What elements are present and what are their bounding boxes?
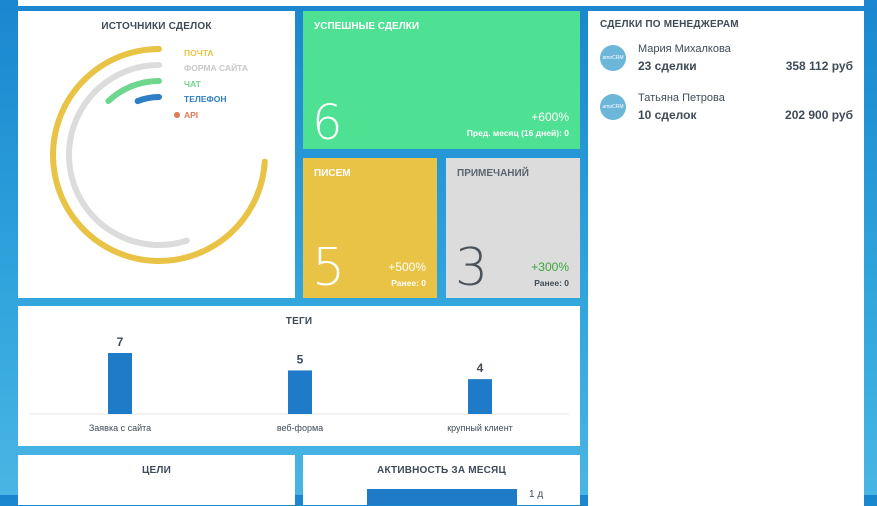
legend-label: API (184, 109, 199, 120)
goals-title: ЦЕЛИ (142, 465, 171, 476)
top-strip (18, 0, 864, 6)
legend-label: ФОРМА САЙТА (184, 63, 248, 74)
legend-marker (174, 111, 180, 118)
bar-value-label: 7 (117, 335, 124, 349)
notes-change: +300% (531, 260, 569, 274)
successful-deals-title: УСПЕШНЫЕ СДЕЛКИ (314, 21, 419, 32)
letters-previous: Ранее: 0 (391, 278, 426, 288)
deal-sources-title: ИСТОЧНИКИ СДЕЛОК (101, 21, 212, 32)
legend-label: ТЕЛЕФОН (184, 94, 227, 105)
bar-group[interactable]: 7 Заявка с сайта (89, 335, 151, 433)
legend-item: ПОЧТА (174, 45, 248, 61)
bar-group[interactable]: 5 веб-форма (277, 352, 323, 433)
deal-sources-rings (50, 46, 268, 264)
bar-category-label: веб-форма (277, 423, 323, 433)
manager-name: Татьяна Петрова (638, 92, 725, 104)
notes-previous: Ранее: 0 (534, 278, 569, 288)
legend-item: ЧАТ (174, 76, 248, 92)
tag-bar[interactable] (108, 353, 132, 414)
source-arc (66, 62, 190, 248)
manager-name: Мария Михалкова (638, 43, 731, 55)
tag-bar[interactable] (468, 379, 492, 414)
manager-deal-count: 10 сделок (638, 108, 697, 122)
deal-sources-card: ИСТОЧНИКИ СДЕЛОК ПОЧТА ФОРМА САЙТА ЧАТ ТЕЛЕ… (18, 11, 295, 298)
tags-title: ТЕГИ (285, 316, 313, 327)
bar-category-label: крупный клиент (447, 423, 513, 433)
source-arc (105, 78, 162, 105)
letters-change: +500% (388, 260, 426, 274)
legend-label: ПОЧТА (184, 47, 214, 58)
avatar: amoCRM (600, 94, 626, 120)
manager-deal-sum: 358 112 руб (785, 59, 853, 73)
successful-deals-change: +600% (531, 110, 569, 124)
manager-deal-count: 23 сделки (638, 59, 697, 73)
monthly-activity-card: АКТИВНОСТЬ ЗА МЕСЯЦ 1 д (303, 455, 580, 505)
activity-bar (367, 489, 517, 505)
deals-by-managers-title: СДЕЛКИ ПО МЕНЕДЖЕРАМ (600, 19, 739, 30)
bar-group[interactable]: 4 крупный клиент (447, 361, 513, 433)
monthly-activity-title: АКТИВНОСТЬ ЗА МЕСЯЦ (377, 465, 506, 476)
tags-card: ТЕГИ 7 Заявка с сайта 5 веб-форма 4 крупный к… (18, 306, 580, 446)
letters-title: ПИСЕМ (314, 168, 351, 179)
successful-deals-previous: Пред. месяц (16 дней): 0 (466, 128, 569, 138)
goals-card: ЦЕЛИ (18, 455, 295, 505)
notes-title: ПРИМЕЧАНИЙ (457, 168, 529, 179)
letters-tile[interactable]: ПИСЕМ 5 +500% Ранее: 0 (303, 158, 437, 298)
tags-bar-chart: 7 Заявка с сайта 5 веб-форма 4 крупный клиент (30, 335, 569, 433)
source-arc (50, 46, 268, 264)
manager-row[interactable]: amoCRM Мария Михалкова 23 сделки 358 112… (600, 43, 853, 73)
bar-value-label: 4 (477, 361, 484, 375)
legend-item: API (174, 107, 248, 123)
notes-tile[interactable]: ПРИМЕЧАНИЙ 3 +300% Ранее: 0 (446, 158, 580, 298)
avatar: amoCRM (600, 45, 626, 71)
successful-deals-value: 6 (312, 95, 343, 151)
manager-row[interactable]: amoCRM Татьяна Петрова 10 сделок 202 900… (600, 92, 853, 122)
source-arc (134, 94, 162, 105)
bar-value-label: 5 (297, 352, 304, 366)
bar-category-label: Заявка с сайта (89, 423, 151, 433)
letters-value: 5 (312, 238, 346, 298)
deal-sources-legend: ПОЧТА ФОРМА САЙТА ЧАТ ТЕЛЕФОН API (174, 45, 248, 123)
successful-deals-tile[interactable]: УСПЕШНЫЕ СДЕЛКИ 6 +600% Пред. месяц (16 … (303, 11, 580, 149)
manager-deal-sum: 202 900 руб (785, 108, 853, 122)
legend-label: ЧАТ (184, 78, 201, 89)
tag-bar[interactable] (288, 370, 312, 414)
legend-item: ТЕЛЕФОН (174, 92, 248, 108)
deals-by-managers-card: СДЕЛКИ ПО МЕНЕДЖЕРАМ amoCRM Мария Михалк… (588, 11, 864, 506)
legend-item: ФОРМА САЙТА (174, 61, 248, 77)
notes-value: 3 (455, 238, 489, 298)
